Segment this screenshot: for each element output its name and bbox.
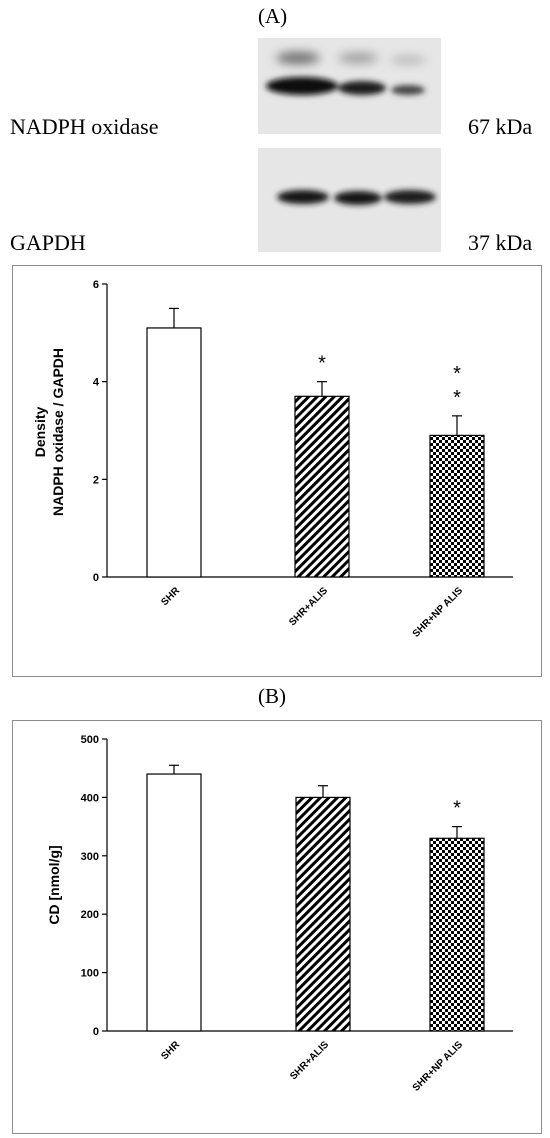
bar-shr-np-alis <box>429 434 485 578</box>
y-tick-label: 200 <box>81 909 99 921</box>
panel-label-a: (A) <box>258 4 288 28</box>
bar-shr-np-alis <box>429 837 485 1032</box>
blot-band-gapdh-3 <box>384 190 436 204</box>
significance-marker: * <box>453 363 461 385</box>
panel-label-b: (B) <box>258 684 286 708</box>
x-category-label: SHR <box>159 585 182 608</box>
x-category-label: SHR <box>159 1039 182 1062</box>
blot-band-nadph-2 <box>338 81 386 95</box>
bar-shr <box>146 327 202 578</box>
y-axis-label-line1: Density <box>32 407 48 458</box>
y-tick-label: 100 <box>81 968 99 980</box>
y-tick-label: 2 <box>93 474 99 486</box>
y-tick-label: 6 <box>93 279 99 291</box>
bar-shr <box>146 773 202 1032</box>
x-category-label: SHR+ALIS <box>288 1039 331 1082</box>
blot-band-gapdh-2 <box>334 191 382 205</box>
blot-weight-gapdh: 37 kDa <box>468 230 533 255</box>
bar-shr-alis <box>294 395 350 578</box>
y-tick-label: 4 <box>93 377 100 389</box>
chart-b: 0 100 200 300 400 500 CD [nmol/g] SHR SHR+ALIS * S… <box>46 734 513 1094</box>
blot-band-gapdh-1 <box>277 190 329 204</box>
x-category-label: SHR+NP ALIS <box>411 1039 466 1094</box>
y-tick-label: 500 <box>81 734 99 746</box>
y-axis-label-line2: NADPH oxidase / GAPDH <box>50 348 66 516</box>
chart-a: 0 2 4 6 Density NADPH oxidase / GAPDH SHR * SHR+… <box>32 279 513 640</box>
blot-protein-gapdh: GAPDH <box>10 230 86 255</box>
western-blot-image <box>258 38 441 252</box>
significance-marker: * <box>453 387 461 409</box>
blot-band-nadph-3 <box>391 85 425 95</box>
y-axis-label: CD [nmol/g] <box>46 845 62 924</box>
bar-shr-alis <box>295 796 351 1032</box>
significance-marker: * <box>453 798 461 820</box>
blot-band-nadph-1 <box>266 77 338 95</box>
y-tick-label: 0 <box>93 572 99 584</box>
blot-weight-nadph: 67 kDa <box>468 114 533 139</box>
blot-protein-nadph: NADPH oxidase <box>10 114 159 139</box>
x-category-label: SHR+NP ALIS <box>411 585 466 640</box>
y-tick-label: 300 <box>81 851 99 863</box>
y-tick-label: 400 <box>81 792 99 804</box>
significance-marker: * <box>318 353 326 375</box>
y-tick-label: 0 <box>93 1026 99 1038</box>
chart-a-frame: 0 2 4 6 Density NADPH oxidase / GAPDH SHR * SHR+… <box>12 265 542 677</box>
chart-b-frame: 0 100 200 300 400 500 CD [nmol/g] SHR SHR+ALIS * S… <box>12 720 542 1134</box>
x-category-label: SHR+ALIS <box>287 585 330 628</box>
